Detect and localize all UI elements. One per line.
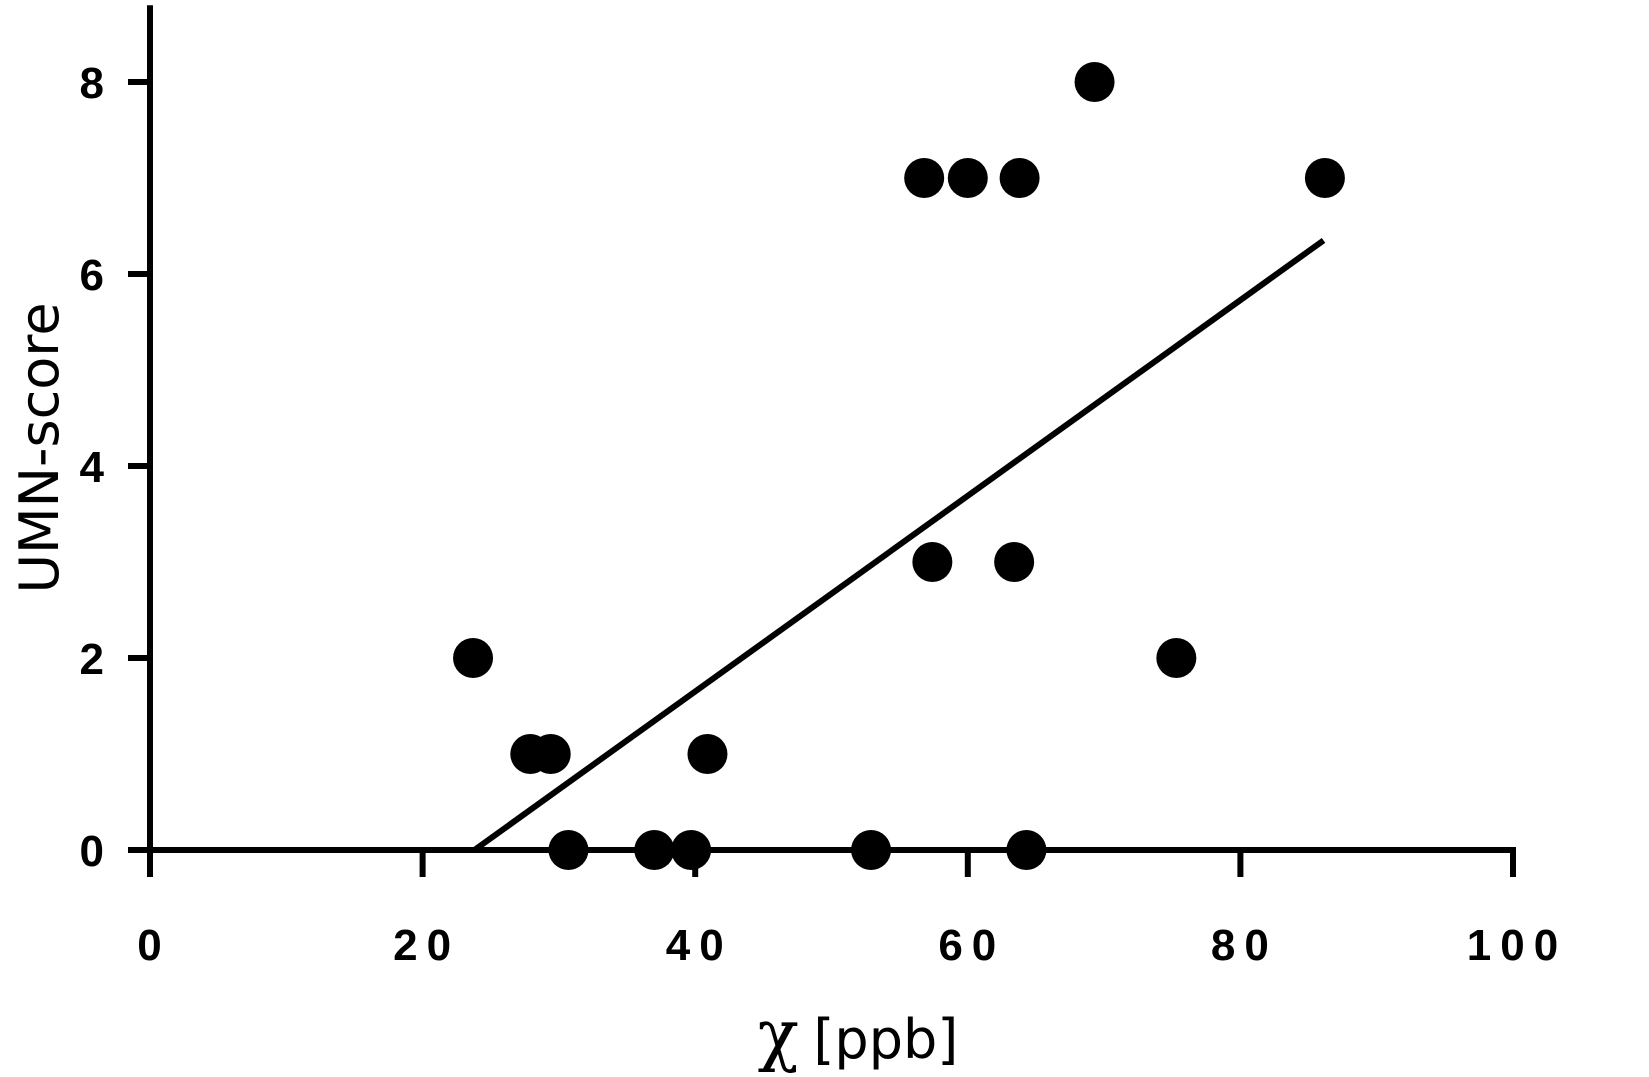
data-point-8 (851, 830, 892, 870)
regression-line-group (472, 237, 1326, 853)
data-point-1 (453, 638, 494, 678)
data-point-14 (1006, 830, 1047, 870)
y-tick-label-6: 6 (80, 251, 104, 300)
x-tick-label-20: 20 (393, 921, 460, 970)
data-point-12 (994, 542, 1035, 582)
data-point-10 (912, 542, 953, 582)
data-point-16 (1156, 638, 1197, 678)
data-point-6 (671, 830, 712, 870)
data-point-3 (530, 734, 571, 774)
data-point-9 (904, 158, 945, 198)
data-point-17 (1304, 158, 1345, 198)
data-points (453, 62, 1345, 870)
data-point-11 (947, 158, 988, 198)
axes (128, 5, 1516, 877)
x-axis-title: χ [ppb] (758, 996, 959, 1075)
y-tick-label-8: 8 (80, 59, 104, 108)
y-axis-title: UMN-score (8, 302, 71, 593)
data-point-5 (634, 830, 675, 870)
data-point-4 (548, 830, 589, 870)
x-tick-label-100: 100 (1467, 921, 1567, 970)
y-tick-label-4: 4 (80, 443, 105, 492)
data-point-13 (999, 158, 1040, 198)
y-tick-label-2: 2 (80, 635, 104, 684)
x-tick-label-60: 60 (938, 921, 1005, 970)
data-point-15 (1074, 62, 1115, 102)
x-tick-label-80: 80 (1211, 921, 1278, 970)
y-tick-label-0: 0 (80, 827, 104, 876)
x-tick-label-0: 0 (137, 921, 170, 970)
x-tick-label-40: 40 (666, 921, 733, 970)
regression-line (472, 237, 1326, 853)
x-axis-symbol: χ (758, 996, 799, 1075)
data-point-7 (687, 734, 728, 774)
x-axis-unit: [ppb] (813, 1008, 958, 1071)
